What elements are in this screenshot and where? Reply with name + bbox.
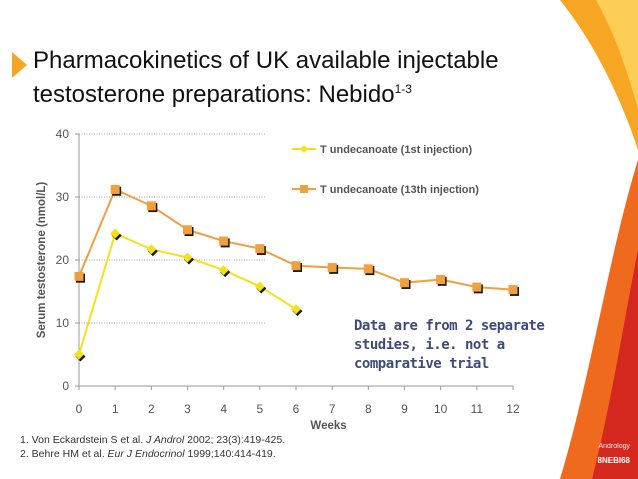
legend-marker — [300, 145, 308, 153]
slide-title: Pharmacokinetics of UK available injecta… — [33, 46, 553, 109]
x-tick-label: 10 — [434, 402, 448, 416]
x-tick-label: 5 — [256, 402, 263, 416]
data-point — [183, 225, 192, 235]
x-tick-label: 9 — [401, 402, 408, 416]
decor-swoosh-top-light — [596, 0, 638, 110]
legend-label: T undecanoate (13th injection) — [320, 184, 479, 196]
data-point — [110, 228, 121, 239]
data-point — [291, 304, 301, 315]
data-point — [182, 252, 193, 263]
x-tick-label: 2 — [148, 402, 155, 416]
legend-label: T undecanoate (1st injection) — [320, 144, 473, 156]
x-tick-label: 8 — [365, 402, 372, 416]
x-tick-label: 11 — [471, 402, 484, 416]
x-tick-label: 12 — [506, 402, 520, 416]
data-point — [400, 278, 409, 288]
brand-block: Andrology 8NEBI68 — [598, 443, 630, 465]
data-point — [146, 244, 157, 255]
data-point — [255, 244, 265, 254]
data-point — [74, 271, 84, 281]
data-point — [146, 201, 156, 211]
data-point — [472, 282, 482, 292]
data-point — [436, 275, 446, 285]
x-axis-title: Weeks — [310, 420, 346, 432]
data-point — [327, 263, 337, 273]
andrology-logo: Andrology — [598, 443, 630, 450]
x-tick-label: 0 — [76, 402, 83, 416]
data-point — [508, 285, 518, 295]
data-point — [363, 264, 373, 274]
series-first-injection — [74, 228, 303, 362]
x-tick-label: 3 — [184, 402, 191, 416]
series-thirteenth-injection — [74, 184, 519, 296]
study-note: Data are from 2 separate studies, i.e. n… — [354, 318, 545, 372]
y-axis-title: Serum testosterone (nmol/L) — [36, 182, 48, 339]
legend-marker — [300, 185, 308, 193]
y-tick-label: 10 — [56, 316, 70, 330]
data-point — [254, 281, 265, 292]
reference-1: 1. Von Eckardstein S et al. J Androl 200… — [20, 434, 286, 446]
decor-swoosh-red — [592, 250, 638, 479]
data-point — [218, 265, 229, 276]
legend: T undecanoate (1st injection) T undecanoa… — [292, 144, 479, 196]
x-tick-label: 1 — [112, 402, 119, 416]
decorative-background — [560, 0, 638, 479]
data-point — [291, 261, 301, 271]
y-tick-label: 20 — [56, 253, 70, 267]
x-tick-label: 7 — [329, 402, 336, 416]
references: 1. Von Eckardstein S et al. J Androl 200… — [20, 433, 285, 461]
title-arrow-icon — [12, 52, 27, 78]
x-tick-label: 4 — [220, 402, 227, 416]
x-tick-label: 6 — [293, 402, 300, 416]
y-tick-label: 0 — [62, 379, 69, 393]
slide-title-superscript: 1-3 — [394, 82, 412, 96]
data-point — [219, 236, 229, 246]
data-point — [110, 184, 120, 194]
series-line — [78, 188, 514, 291]
y-tick-label: 30 — [56, 190, 70, 204]
reference-2: 2. Behre HM et al. Eur J Endocrinol 1999… — [20, 448, 276, 460]
data-point — [74, 349, 84, 360]
y-tick-label: 40 — [56, 127, 70, 141]
slide-code: 8NEBI68 — [597, 456, 630, 465]
slide-title-text: Pharmacokinetics of UK available injecta… — [33, 47, 499, 108]
